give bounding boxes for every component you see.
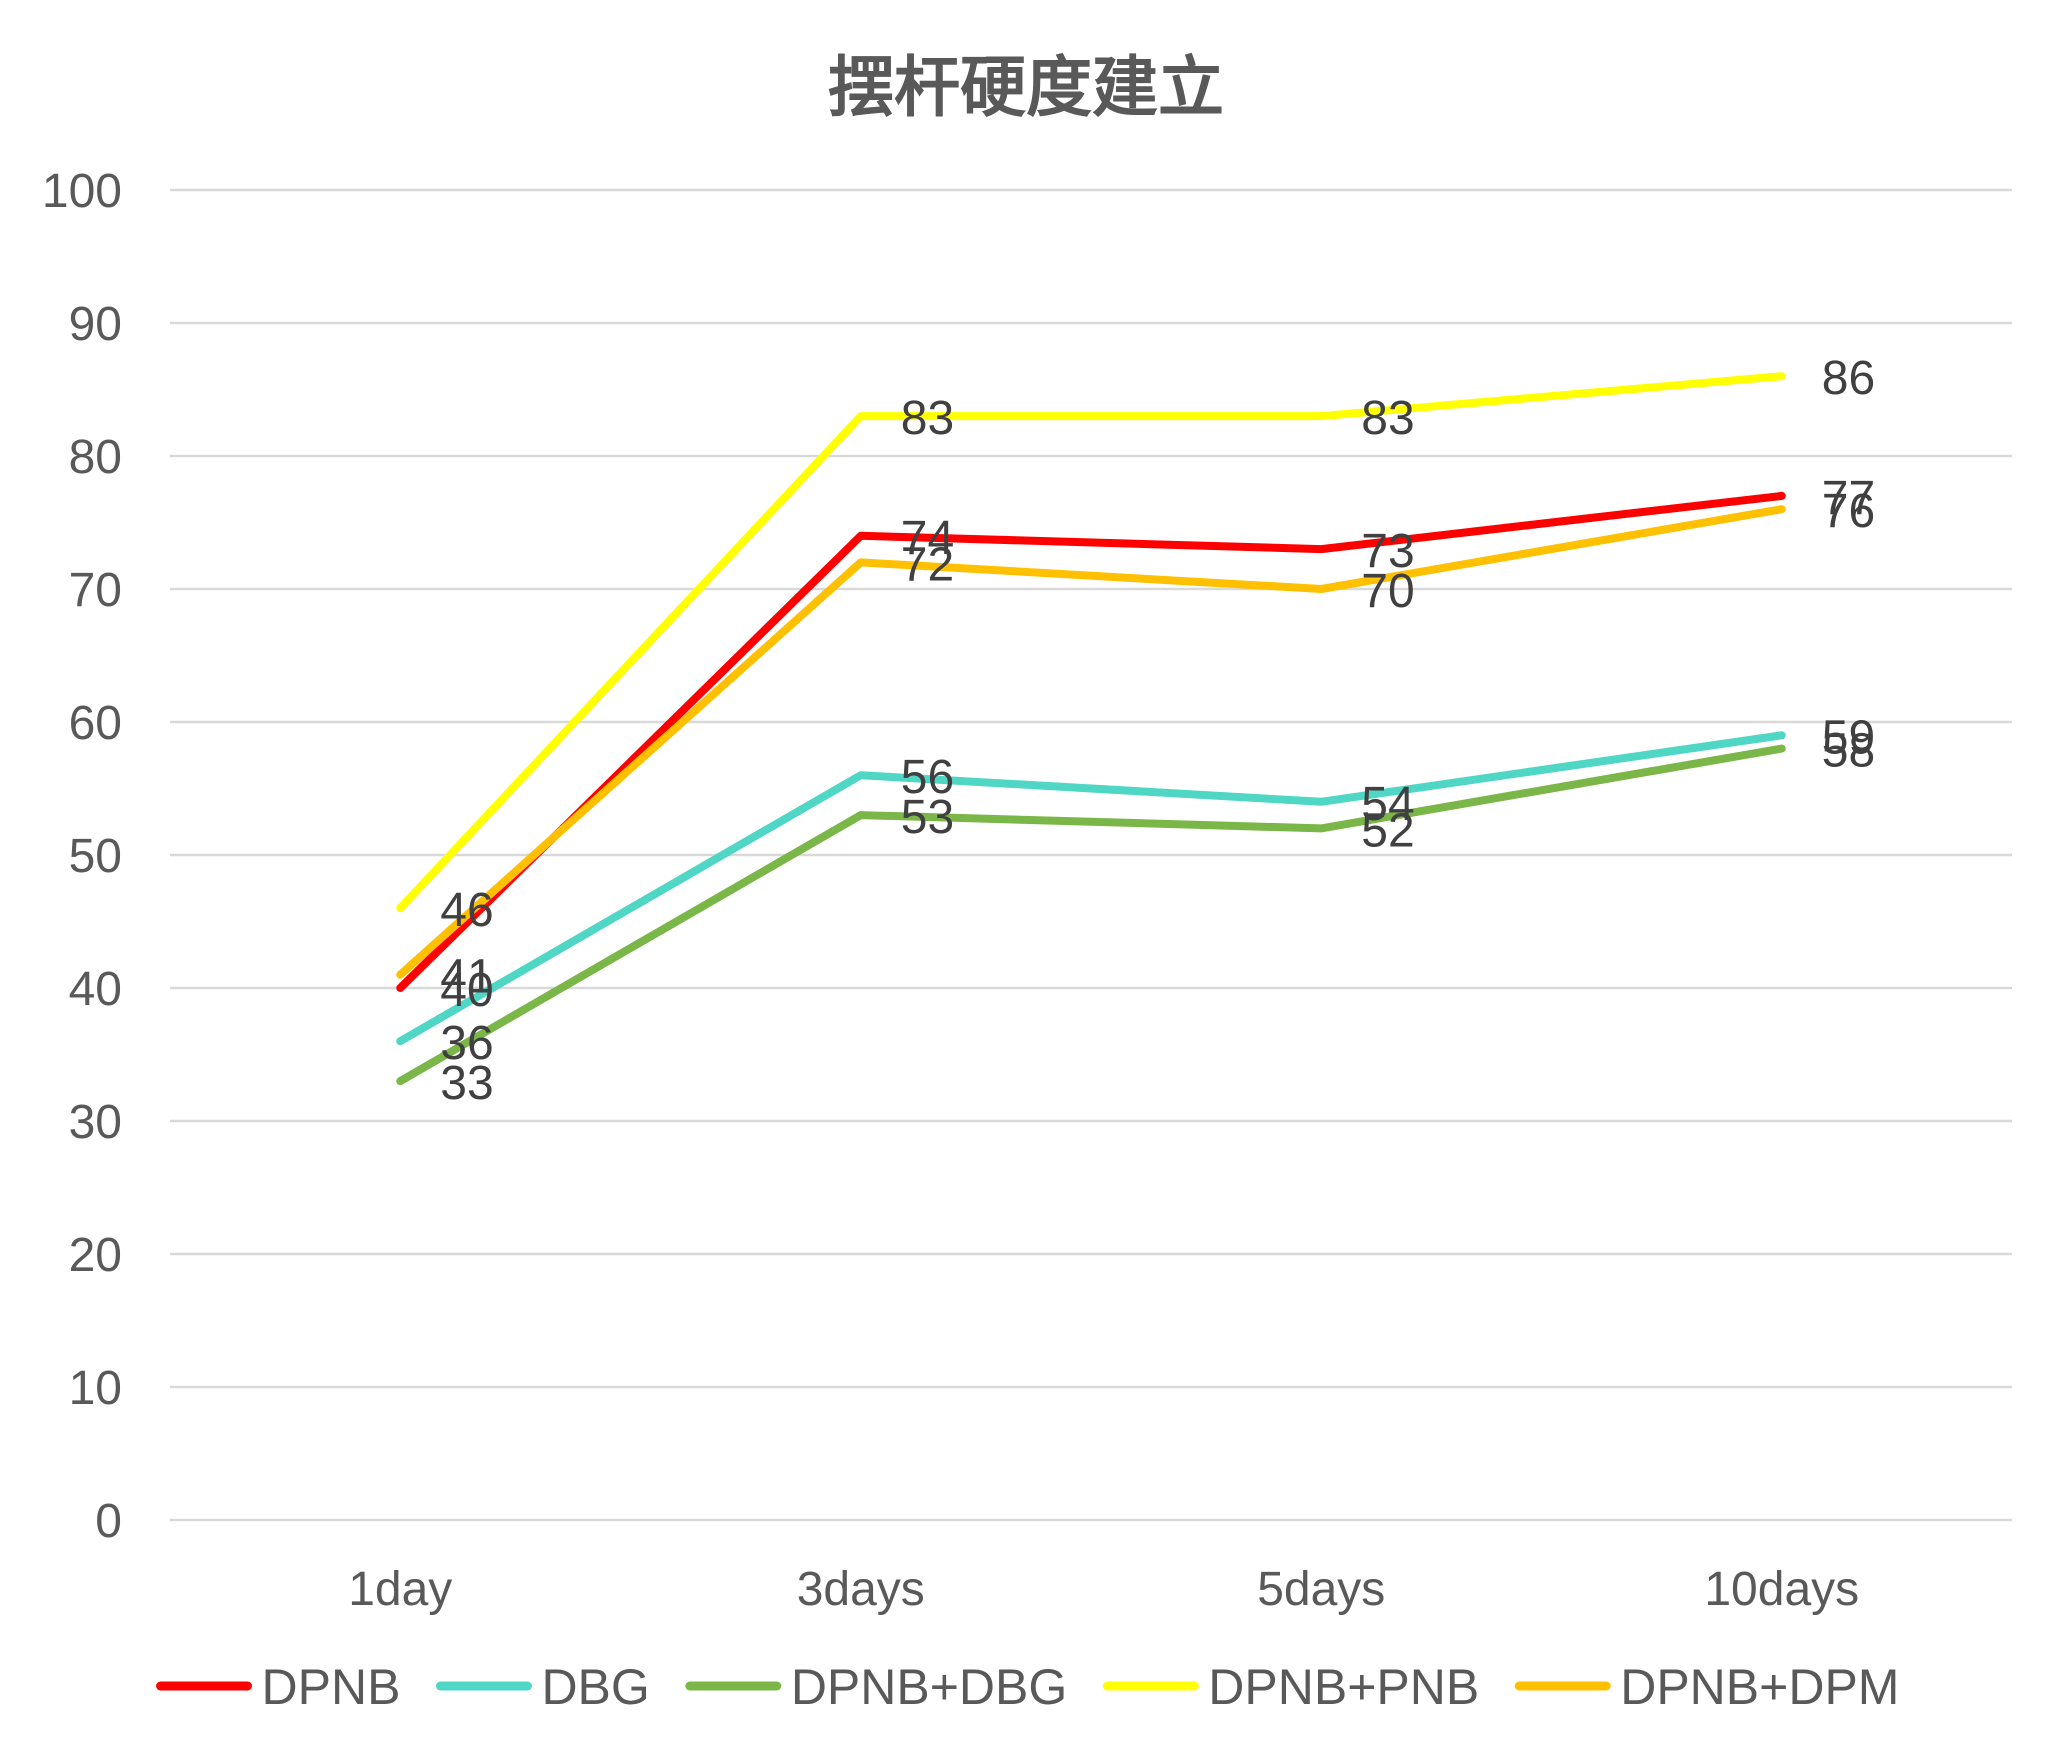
legend-label: DPNB+PNB: [1208, 1659, 1479, 1715]
data-label: 58: [1822, 725, 1875, 778]
y-tick-label: 30: [69, 1096, 122, 1149]
y-tick-label: 90: [69, 298, 122, 351]
legend-item-dpnb: DPNB: [156, 1659, 401, 1715]
legend-item-dbg: DBG: [435, 1659, 650, 1715]
x-tick-label: 10days: [1704, 1563, 1859, 1616]
data-label: 86: [1822, 352, 1875, 405]
data-label: 77: [1822, 472, 1875, 525]
y-tick-label: 60: [69, 697, 122, 750]
data-label: 76: [1822, 485, 1875, 538]
data-label: 36: [440, 1017, 493, 1070]
data-label: 54: [1361, 778, 1414, 831]
y-tick-label: 100: [42, 165, 122, 218]
series-line-dpnb-plus-pnb: [396, 372, 1786, 913]
data-label: 33: [440, 1057, 493, 1110]
series-line-dpnb-plus-dpm: [396, 505, 1786, 979]
legend-item-dpnb-plus-dpm: DPNB+DPM: [1514, 1659, 1899, 1715]
data-label: 59: [1822, 711, 1875, 764]
series-lines: [396, 372, 1786, 1086]
series-line-dpnb-plus-dbg: [396, 744, 1786, 1086]
y-tick-label: 0: [95, 1495, 122, 1548]
x-tick-label: 5days: [1257, 1563, 1385, 1616]
legend-label: DBG: [541, 1659, 649, 1715]
data-label: 40: [440, 964, 493, 1017]
x-tick-label: 3days: [797, 1563, 925, 1616]
series-line-dbg: [396, 731, 1786, 1046]
series-line-dpnb: [396, 491, 1786, 992]
y-tick-label: 50: [69, 830, 122, 883]
y-tick-label: 70: [69, 564, 122, 617]
gridlines: [170, 188, 2012, 1522]
legend-label: DPNB+DPM: [1620, 1659, 1899, 1715]
data-label: 52: [1361, 804, 1414, 857]
legend-label: DPNB+DBG: [791, 1659, 1067, 1715]
legend-label: DPNB: [262, 1659, 401, 1715]
data-label: 72: [901, 538, 954, 591]
y-tick-label: 20: [69, 1229, 122, 1282]
y-tick-label: 80: [69, 431, 122, 484]
data-label: 83: [901, 392, 954, 445]
y-axis: 0 10 20 30 40 50 60 70 80 90 100: [42, 165, 122, 1548]
y-tick-label: 10: [69, 1362, 122, 1415]
x-tick-label: 1day: [348, 1563, 452, 1616]
data-label: 46: [440, 884, 493, 937]
data-labels: 40 74 73 77 36 56 54 59 33 53 52 58 46 83 83 86 41 72 70 76: [440, 352, 1875, 1110]
x-axis: 1day 3days 5days 10days: [348, 1563, 1859, 1616]
data-label: 83: [1361, 392, 1414, 445]
data-label: 70: [1361, 565, 1414, 618]
legend: DPNB DBG DPNB+DBG DPNB+PNB DPNB+DPM: [156, 1659, 1899, 1715]
data-label: 74: [901, 512, 954, 565]
data-label: 73: [1361, 525, 1414, 578]
data-label: 41: [440, 951, 493, 1004]
y-tick-label: 40: [69, 963, 122, 1016]
legend-item-dpnb-plus-dbg: DPNB+DBG: [685, 1659, 1067, 1715]
legend-item-dpnb-plus-pnb: DPNB+PNB: [1102, 1659, 1479, 1715]
data-label: 53: [901, 791, 954, 844]
data-label: 56: [901, 751, 954, 804]
chart-title: 摆杆硬度建立: [828, 49, 1224, 126]
